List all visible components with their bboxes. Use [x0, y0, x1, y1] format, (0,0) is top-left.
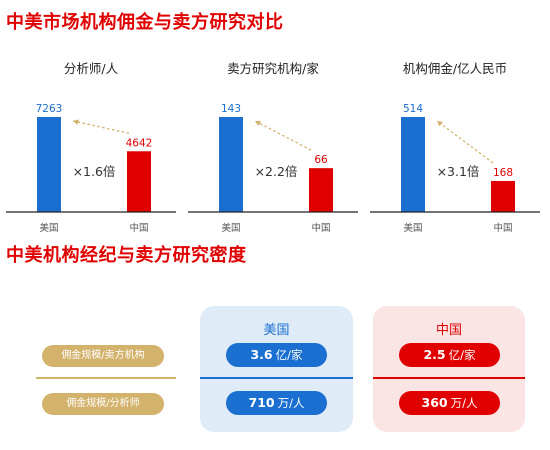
chart-title: 机构佣金/亿人民币 — [402, 61, 508, 76]
bar-cn — [127, 151, 151, 212]
chart-institutional-commission: 514 美国 168 中国 ×3.1倍 机构佣金/亿人民币 — [370, 52, 540, 240]
category-label: 中国 — [129, 222, 148, 234]
comparison-arrow — [254, 120, 312, 151]
category-label: 中国 — [311, 222, 330, 234]
data-label: 143 — [221, 103, 241, 115]
comparison-arrowhead — [73, 119, 79, 125]
ratio-label: ×1.6倍 — [73, 164, 116, 179]
comparison-arrow — [72, 120, 130, 134]
ratio-label: ×3.1倍 — [437, 164, 480, 179]
comparison-arrowhead — [255, 120, 261, 126]
comparison-arrowhead — [437, 121, 443, 127]
divider-us — [200, 377, 353, 379]
us-commission-per-institution: 3.6 亿/家 — [226, 343, 327, 367]
data-label: 66 — [314, 154, 328, 166]
density-title: 中美机构经纪与卖方研究密度 — [6, 245, 247, 266]
us-panel: 美国 3.6 亿/家 710 万/人 — [200, 306, 353, 432]
comparison-arrow — [436, 120, 494, 164]
bar-cn — [309, 168, 333, 212]
us-panel-header: 美国 — [263, 323, 290, 338]
bar-us — [37, 117, 61, 212]
category-label: 中国 — [493, 222, 512, 234]
cn-commission-per-analyst: 360 万/人 — [399, 391, 500, 415]
category-label: 美国 — [403, 222, 422, 234]
data-label: 514 — [403, 103, 423, 115]
divider-labels — [36, 377, 176, 379]
chart-title: 卖方研究机构/家 — [227, 61, 319, 76]
category-label: 美国 — [39, 222, 58, 234]
chart-title: 分析师/人 — [63, 61, 119, 76]
data-label: 7263 — [36, 103, 63, 115]
cn-panel-header: 中国 — [435, 323, 462, 338]
bar-us — [219, 117, 243, 212]
cn-panel: 中国 2.5 亿/家 360 万/人 — [373, 306, 525, 432]
data-label: 4642 — [126, 137, 153, 149]
main-title: 中美市场机构佣金与卖方研究对比 — [6, 12, 284, 33]
metric-label-per-analyst: 佣金规模/分析师 — [42, 393, 164, 415]
us-commission-per-analyst: 710 万/人 — [226, 391, 327, 415]
divider-cn — [373, 377, 525, 379]
chart-analysts: 7263 美国 4642 中国 ×1.6倍 分析师/人 — [6, 52, 176, 240]
chart-research-institutions: 143 美国 66 中国 ×2.2倍 卖方研究机构/家 — [188, 52, 358, 240]
data-label: 168 — [493, 167, 513, 179]
ratio-label: ×2.2倍 — [255, 164, 298, 179]
cn-commission-per-institution: 2.5 亿/家 — [399, 343, 500, 367]
bar-cn — [491, 180, 515, 212]
category-label: 美国 — [221, 222, 240, 234]
bar-us — [401, 117, 425, 212]
metric-label-per-institution: 佣金规模/卖方机构 — [42, 345, 164, 367]
